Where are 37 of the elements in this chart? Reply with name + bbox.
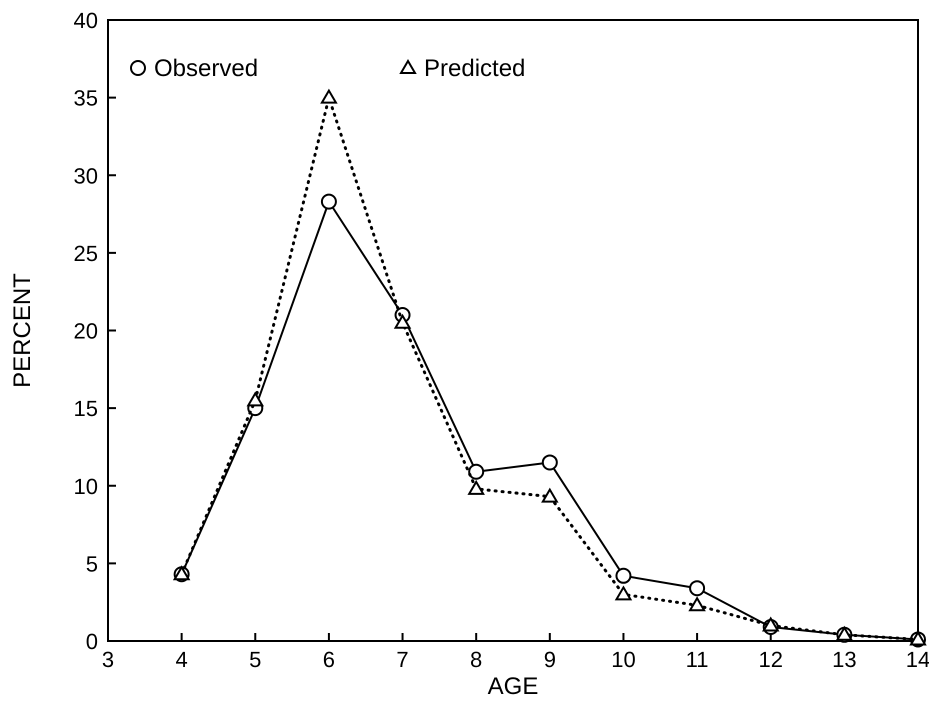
point — [247, 392, 264, 406]
x-tick-label: 8 — [470, 647, 482, 672]
y-tick-label: 30 — [74, 163, 98, 188]
y-tick-label: 20 — [74, 318, 98, 344]
point — [615, 586, 632, 600]
y-tick-label: 0 — [86, 629, 98, 654]
x-tick-label: 11 — [686, 647, 709, 672]
y-tick-label: 25 — [74, 240, 98, 266]
x-tick-label: 13 — [832, 647, 857, 672]
x-tick-label: 12 — [758, 647, 783, 672]
x-tick-label: 4 — [176, 647, 188, 672]
point — [320, 194, 337, 210]
point — [542, 488, 558, 503]
point — [468, 464, 484, 480]
y-tick-label: 40 — [74, 8, 98, 33]
point — [394, 314, 411, 329]
point — [689, 597, 706, 612]
x-tick-label: 7 — [396, 647, 409, 672]
x-tick-label: 6 — [322, 647, 336, 672]
point — [320, 90, 337, 104]
point — [468, 480, 484, 495]
y-tick-label: 15 — [74, 396, 98, 422]
point — [689, 580, 706, 596]
point — [762, 617, 779, 632]
y-tick-label: 35 — [74, 86, 98, 111]
x-tick-label: 3 — [102, 647, 114, 672]
y-axis-title: PERCENT — [9, 272, 36, 388]
y-tick-label: 10 — [74, 474, 98, 499]
x-tick-label: 10 — [611, 647, 636, 672]
legend-label: Observed — [154, 55, 258, 82]
legend-label: Predicted — [424, 55, 526, 82]
point — [542, 454, 558, 470]
x-tick-label: 5 — [249, 647, 262, 672]
x-tick-label: 9 — [544, 647, 556, 672]
point — [615, 568, 632, 584]
x-axis-title: AGE — [488, 673, 538, 700]
y-tick-label: 5 — [86, 551, 98, 576]
